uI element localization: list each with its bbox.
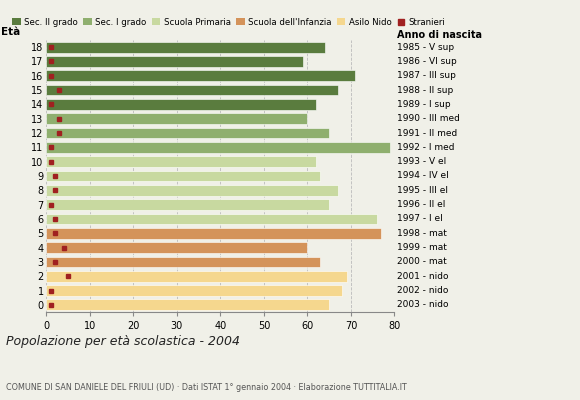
Bar (46, 199, 329, 210)
Text: Popolazione per età scolastica - 2004: Popolazione per età scolastica - 2004 (6, 335, 240, 348)
Text: 2003 - nido: 2003 - nido (397, 300, 449, 309)
Text: 1992 - I med: 1992 - I med (397, 143, 455, 152)
Text: 1994 - IV el: 1994 - IV el (397, 172, 449, 180)
Text: 1993 - V el: 1993 - V el (397, 157, 447, 166)
Bar (46, 99, 316, 110)
Legend: Sec. II grado, Sec. I grado, Scuola Primaria, Scuola dell'Infanzia, Asilo Nido, : Sec. II grado, Sec. I grado, Scuola Prim… (9, 14, 449, 30)
Bar (46, 300, 329, 310)
Text: 2002 - nido: 2002 - nido (397, 286, 449, 295)
Text: 1996 - II el: 1996 - II el (397, 200, 445, 209)
Bar (46, 285, 342, 296)
Bar (46, 171, 320, 181)
Text: 1987 - III sup: 1987 - III sup (397, 71, 456, 80)
Text: Anno di nascita: Anno di nascita (397, 30, 483, 40)
Text: 1986 - VI sup: 1986 - VI sup (397, 57, 457, 66)
Text: 1989 - I sup: 1989 - I sup (397, 100, 451, 109)
Bar (46, 242, 307, 253)
Bar (46, 256, 320, 267)
Bar (46, 42, 325, 52)
Text: 1997 - I el: 1997 - I el (397, 214, 443, 224)
Bar (46, 271, 347, 282)
Text: 1991 - II med: 1991 - II med (397, 128, 458, 138)
Text: 1985 - V sup: 1985 - V sup (397, 43, 454, 52)
Text: 1999 - mat: 1999 - mat (397, 243, 447, 252)
Bar (46, 156, 316, 167)
Text: 2001 - nido: 2001 - nido (397, 272, 449, 281)
Bar (46, 70, 355, 81)
Bar (46, 85, 338, 96)
Text: 1995 - III el: 1995 - III el (397, 186, 448, 195)
Text: 1988 - II sup: 1988 - II sup (397, 86, 454, 95)
Text: COMUNE DI SAN DANIELE DEL FRIULI (UD) · Dati ISTAT 1° gennaio 2004 · Elaborazion: COMUNE DI SAN DANIELE DEL FRIULI (UD) · … (6, 383, 407, 392)
Bar (46, 214, 377, 224)
Bar (46, 185, 338, 196)
Text: 1990 - III med: 1990 - III med (397, 114, 460, 123)
Bar (46, 128, 329, 138)
Text: 2000 - mat: 2000 - mat (397, 257, 447, 266)
Bar (46, 56, 303, 67)
Bar (46, 228, 382, 239)
Bar (46, 142, 390, 153)
Text: Età: Età (1, 27, 20, 37)
Text: 1998 - mat: 1998 - mat (397, 229, 447, 238)
Bar (46, 113, 307, 124)
